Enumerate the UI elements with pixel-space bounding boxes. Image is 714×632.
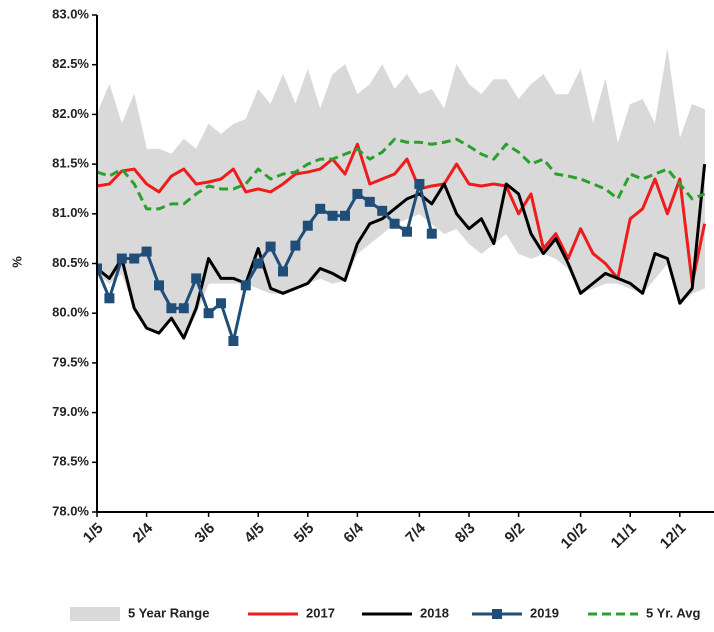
- legend-label: 5 Yr. Avg: [646, 605, 700, 620]
- series-marker: [352, 188, 363, 199]
- series-marker: [315, 203, 326, 214]
- series-marker: [104, 293, 115, 304]
- x-tick-label: 7/4: [402, 519, 429, 546]
- series-marker: [178, 303, 189, 314]
- legend-label: 5 Year Range: [128, 605, 209, 620]
- range-band: [307, 69, 321, 284]
- series-line: [97, 137, 706, 211]
- series-marker: [154, 280, 164, 291]
- series-marker: [290, 240, 301, 251]
- range-band: [431, 88, 445, 235]
- range-band: [530, 74, 544, 259]
- range-band: [146, 148, 160, 334]
- series-marker: [402, 226, 412, 237]
- x-tick-label: 12/1: [657, 520, 690, 553]
- series-marker: [377, 205, 388, 216]
- x-tick-label: 3/6: [191, 520, 218, 547]
- y-tick-label: 79.0%: [52, 404, 89, 419]
- series-marker: [203, 308, 214, 319]
- x-tick-label: 11/1: [608, 520, 640, 552]
- series-marker: [265, 241, 276, 252]
- range-band: [220, 123, 234, 284]
- y-axis-label: %: [9, 256, 24, 268]
- series-marker: [253, 258, 264, 269]
- series-marker: [141, 246, 152, 257]
- series-line: [97, 142, 707, 285]
- range-band: [567, 69, 581, 294]
- x-tick-label: 4/5: [241, 520, 268, 547]
- series-marker: [216, 298, 226, 309]
- range-band: [233, 118, 247, 284]
- y-tick-label: 81.0%: [52, 205, 89, 220]
- series-marker: [97, 263, 102, 274]
- x-tick-label: 6/4: [340, 519, 367, 546]
- range-band: [121, 94, 135, 309]
- y-tick-label: 82.0%: [52, 106, 89, 121]
- series-marker: [240, 280, 251, 291]
- x-tick-label: 5/5: [291, 520, 318, 547]
- series-marker: [302, 220, 313, 231]
- legend-label: 2017: [306, 605, 335, 620]
- plot: [97, 49, 707, 347]
- series-marker: [426, 228, 437, 239]
- x-tick-label: 10/2: [558, 520, 591, 553]
- y-tick-label: 82.5%: [52, 56, 89, 71]
- series-line: [97, 182, 434, 343]
- series-marker: [116, 253, 127, 264]
- x-tick-label: 8/3: [452, 520, 479, 547]
- series-marker: [340, 210, 350, 221]
- range-band: [319, 74, 333, 284]
- y-tick-label: 83.0%: [52, 6, 89, 21]
- series-marker: [327, 210, 338, 221]
- series-marker: [364, 196, 375, 207]
- series-marker: [191, 273, 202, 284]
- legend-swatch: [70, 607, 120, 621]
- range-band: [133, 94, 147, 330]
- y-tick-label: 81.5%: [52, 156, 89, 171]
- range-band: [481, 78, 495, 255]
- x-tick-label: 1/5: [80, 520, 107, 547]
- range-band: [654, 49, 668, 280]
- legend-label: 2018: [420, 605, 449, 620]
- x-tick-label: 9/2: [501, 520, 528, 547]
- y-tick-label: 78.0%: [52, 503, 89, 518]
- series-line: [97, 163, 707, 340]
- series-marker: [278, 266, 288, 277]
- series-marker: [389, 218, 400, 229]
- series-marker: [166, 303, 177, 314]
- y-tick-label: 79.5%: [52, 354, 89, 369]
- y-tick-label: 78.5%: [52, 454, 89, 469]
- y-tick-label: 80.0%: [52, 305, 89, 320]
- range-band: [629, 99, 643, 294]
- range-band: [505, 78, 519, 255]
- series-marker: [129, 253, 140, 264]
- y-tick-label: 80.5%: [52, 255, 89, 270]
- x-tick-label: 2/4: [129, 519, 156, 546]
- series-marker: [228, 336, 239, 347]
- legend-marker: [492, 609, 502, 619]
- legend-label: 2019: [530, 605, 559, 620]
- series-marker: [414, 178, 425, 189]
- range-band: [295, 69, 309, 289]
- range-band: [605, 79, 619, 284]
